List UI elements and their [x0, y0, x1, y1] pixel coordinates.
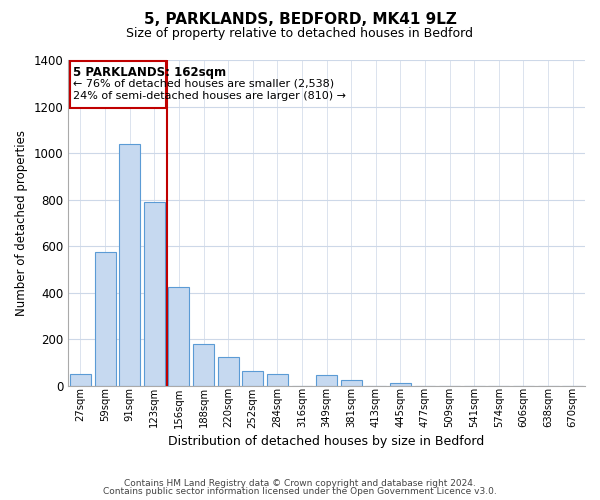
- Bar: [193, 344, 214, 386]
- Text: 24% of semi-detached houses are larger (810) →: 24% of semi-detached houses are larger (…: [73, 92, 346, 102]
- Bar: [316, 375, 337, 386]
- Text: 5, PARKLANDS, BEDFORD, MK41 9LZ: 5, PARKLANDS, BEDFORD, MK41 9LZ: [143, 12, 457, 28]
- Bar: [390, 384, 411, 386]
- Bar: [242, 370, 263, 386]
- Bar: [70, 374, 91, 386]
- Bar: [119, 144, 140, 386]
- Bar: [218, 356, 239, 386]
- Text: ← 76% of detached houses are smaller (2,538): ← 76% of detached houses are smaller (2,…: [73, 78, 334, 88]
- Bar: [169, 287, 190, 386]
- X-axis label: Distribution of detached houses by size in Bedford: Distribution of detached houses by size …: [169, 434, 485, 448]
- Text: 5 PARKLANDS: 162sqm: 5 PARKLANDS: 162sqm: [73, 66, 226, 79]
- Bar: [95, 252, 116, 386]
- Bar: [341, 380, 362, 386]
- Y-axis label: Number of detached properties: Number of detached properties: [15, 130, 28, 316]
- Text: Contains public sector information licensed under the Open Government Licence v3: Contains public sector information licen…: [103, 487, 497, 496]
- FancyBboxPatch shape: [70, 61, 166, 108]
- Text: Contains HM Land Registry data © Crown copyright and database right 2024.: Contains HM Land Registry data © Crown c…: [124, 478, 476, 488]
- Text: Size of property relative to detached houses in Bedford: Size of property relative to detached ho…: [127, 28, 473, 40]
- Bar: [144, 202, 165, 386]
- Bar: [267, 374, 288, 386]
